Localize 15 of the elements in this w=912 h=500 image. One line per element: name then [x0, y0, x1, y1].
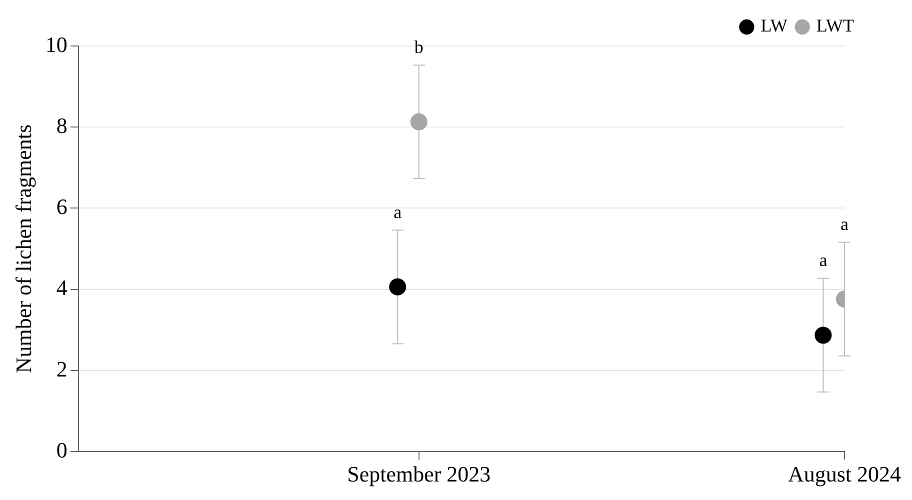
annotation: b: [414, 36, 424, 57]
y-tick-label: 10: [45, 32, 68, 57]
annotation: a: [819, 250, 828, 270]
annotation: a: [394, 202, 402, 222]
y-tick-label: 0: [56, 437, 68, 462]
annotation: a: [840, 214, 848, 234]
y-axis-title: Number of lichen fragments: [10, 124, 36, 374]
y-tick-label: 6: [56, 194, 68, 220]
x-tick-label: August 2024: [788, 462, 901, 487]
y-tick-label: 2: [56, 356, 68, 382]
legend-label: LWT: [816, 16, 854, 36]
y-tick-label: 4: [56, 275, 68, 300]
legend-label: LW: [760, 16, 788, 36]
x-tick-label: September 2023: [347, 462, 491, 487]
y-tick-label: 8: [56, 112, 68, 138]
